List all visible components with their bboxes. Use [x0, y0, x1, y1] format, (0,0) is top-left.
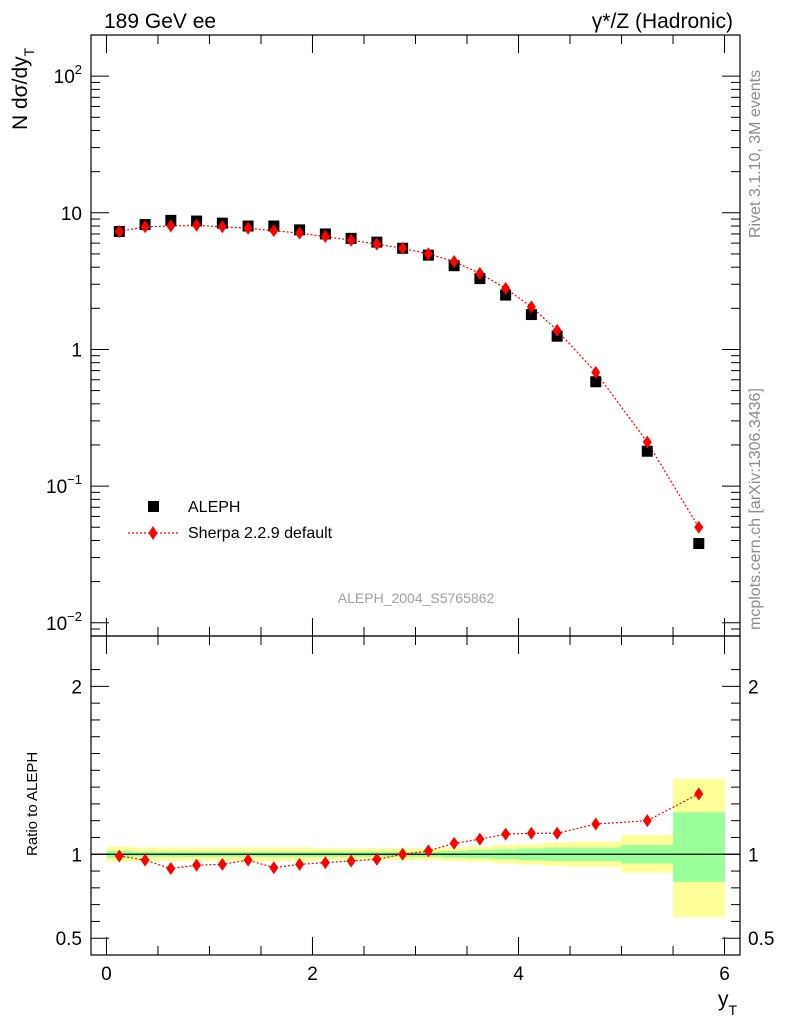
aleph-data-point: [500, 289, 512, 301]
ratio-sherpa-point: [114, 849, 124, 863]
ratio-y-tick-label-right: 0.5: [748, 929, 774, 950]
sherpa-data-point: [475, 266, 485, 280]
ratio-y-tick-label-right: 2: [748, 677, 759, 698]
main-y-axis-label: N dσ/dyT: [9, 47, 37, 130]
sherpa-data-point: [398, 241, 408, 255]
ratio-sherpa-point: [398, 847, 408, 861]
ratio-sherpa-point: [140, 853, 150, 867]
x-tick-label: 2: [307, 964, 318, 985]
ratio-sherpa-point: [591, 817, 601, 831]
ratio-sherpa-point: [642, 814, 652, 828]
sherpa-data-point: [269, 224, 279, 238]
sherpa-data-point: [166, 219, 176, 233]
ratio-plot-panel: 0 2 4 6 2 2 1 1 0.5 0.5: [56, 635, 774, 985]
ratio-sherpa-point: [372, 852, 382, 866]
ratio-sherpa-point: [192, 858, 202, 872]
ratio-sherpa-point: [694, 787, 704, 801]
x-axis-label-sub: T: [729, 1002, 738, 1018]
x-tick-label: 4: [513, 964, 524, 985]
ratio-sherpa-point: [475, 832, 485, 846]
main-panel-frame: [90, 34, 741, 637]
sherpa-data-point: [526, 300, 536, 314]
mcplots-citation-label: mcplots.cern.ch [arXiv:1306.3436]: [747, 388, 764, 630]
sherpa-data-point: [642, 435, 652, 449]
aleph-data-point: [641, 445, 653, 457]
sherpa-data-point: [501, 281, 511, 295]
x-tick-label: 0: [101, 964, 112, 985]
legend: ALEPH Sherpa 2.2.9 default: [128, 499, 333, 542]
main-y-tick-label-base: 10: [46, 614, 67, 635]
header-right-label: γ*/Z (Hadronic): [592, 10, 733, 33]
sherpa-data-point: [192, 218, 202, 232]
main-y-tick-label: 10−2: [46, 609, 82, 635]
sherpa-data-point: [552, 323, 562, 337]
sherpa-line: [119, 224, 700, 528]
ratio-y-tick-label-right: 1: [748, 845, 759, 866]
sherpa-data-point: [423, 247, 433, 261]
rivet-version-label: Rivet 3.1.10, 3M events: [747, 70, 764, 238]
main-y-tick-label-base: 10: [61, 204, 82, 225]
ratio-sherpa-point: [320, 856, 330, 870]
main-y-tick-label-exp: −2: [67, 609, 82, 624]
main-y-tick-label: 1: [71, 340, 82, 361]
main-y-tick-label-base: 10: [46, 477, 67, 498]
sherpa-data-point: [346, 233, 356, 247]
ratio-sherpa-point: [501, 827, 511, 841]
sherpa-data-point: [372, 237, 382, 251]
sherpa-data-point: [591, 365, 601, 379]
aleph-data-point: [590, 376, 602, 388]
sherpa-data-point: [694, 520, 704, 534]
ratio-sherpa-point: [243, 853, 253, 867]
sherpa-data-point: [449, 255, 459, 269]
ratio-sherpa-point: [166, 862, 176, 876]
x-axis-label: yT: [718, 988, 738, 1018]
ratio-y-tick-label-left: 2: [71, 677, 82, 698]
legend-aleph-marker: [148, 501, 159, 512]
main-y-tick-label: 10−1: [46, 472, 82, 498]
ratio-sherpa-point: [552, 826, 562, 840]
ratio-sherpa-point: [449, 836, 459, 850]
ratio-sherpa-point: [295, 857, 305, 871]
main-y-tick-label-exp: 2: [75, 62, 82, 77]
main-y-tick-label-base: 10: [54, 67, 75, 88]
legend-sherpa-marker: [148, 526, 158, 540]
main-y-tick-label: 102: [54, 62, 82, 88]
sherpa-data-point: [295, 226, 305, 240]
sherpa-data-point: [114, 224, 124, 238]
analysis-watermark: ALEPH_2004_S5765862: [338, 590, 495, 606]
ratio-band-inner: [673, 812, 726, 882]
legend-sherpa-label: Sherpa 2.2.9 default: [188, 525, 333, 542]
ratio-sherpa-point: [526, 826, 536, 840]
main-y-tick-label-base: 1: [71, 340, 82, 361]
header-left-label: 189 GeV ee: [104, 10, 216, 33]
x-tick-label: 6: [719, 964, 730, 985]
main-y-tick-label: 10: [61, 204, 82, 225]
sherpa-data-point: [320, 230, 330, 244]
main-y-axis-label-text: N dσ/dy: [9, 56, 32, 130]
ratio-sherpa-point: [217, 857, 227, 871]
ratio-panel-frame: [90, 635, 741, 956]
main-y-tick-label-exp: −1: [67, 472, 82, 487]
legend-aleph-label: ALEPH: [188, 499, 240, 516]
aleph-data-point: [693, 538, 705, 550]
ratio-y-tick-label-left: 0.5: [56, 929, 82, 950]
sherpa-data-point: [243, 221, 253, 235]
sherpa-data-point: [217, 220, 227, 234]
x-axis-label-text: y: [718, 988, 729, 1011]
ratio-sherpa-point: [423, 844, 433, 858]
ratio-sherpa-point: [269, 861, 279, 875]
ratio-y-tick-label-left: 1: [71, 845, 82, 866]
ratio-sherpa-point: [346, 854, 356, 868]
sherpa-data-point: [140, 220, 150, 234]
ratio-y-axis-label: Ratio to ALEPH: [24, 752, 41, 856]
main-y-axis-label-sub: T: [21, 47, 37, 56]
aleph-data-point: [525, 309, 537, 321]
